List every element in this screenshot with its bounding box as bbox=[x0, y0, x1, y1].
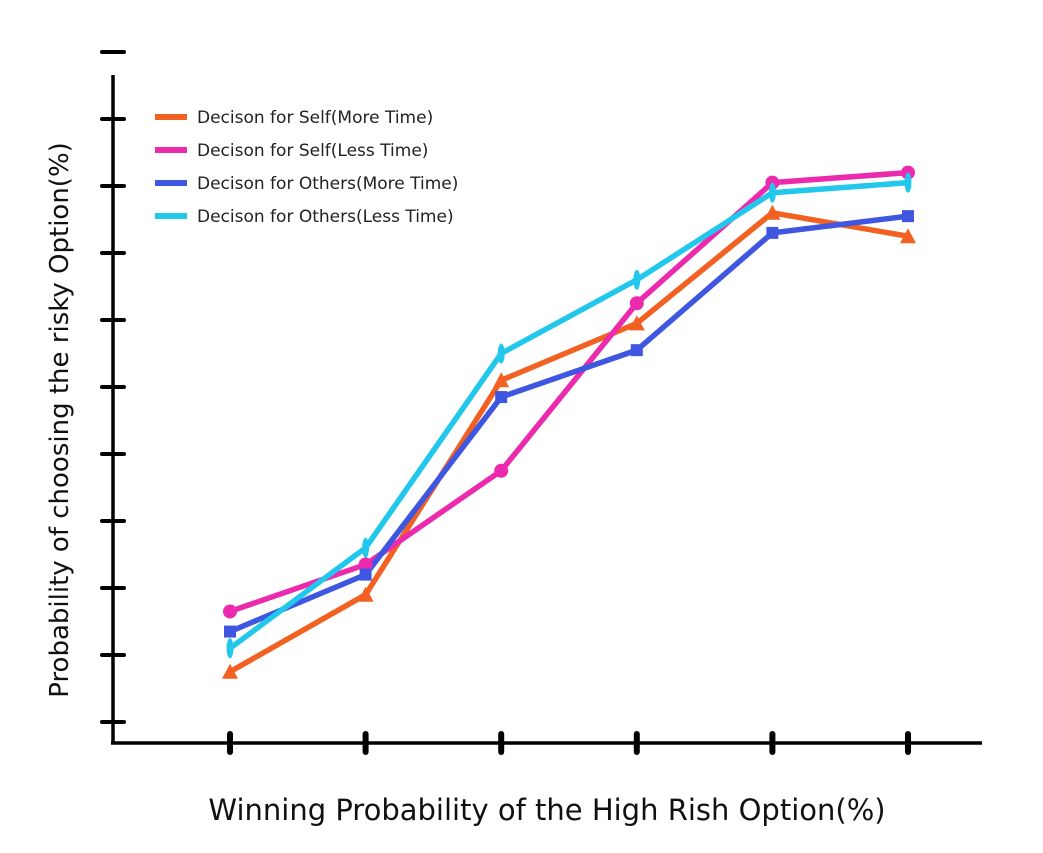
series-lines bbox=[227, 169, 911, 675]
legend-label: Decison for Self(More Time) bbox=[197, 108, 433, 128]
data-point-square bbox=[359, 568, 372, 581]
data-point-ellipse bbox=[633, 269, 641, 290]
data-point-circle bbox=[358, 557, 373, 572]
data-point-circle bbox=[901, 165, 915, 180]
data-point-ellipse bbox=[362, 537, 370, 558]
legend-label: Decison for Self(Less Time) bbox=[197, 141, 428, 161]
data-point-circle bbox=[765, 175, 780, 190]
y-axis-label: Probability of choosing the risky Option… bbox=[45, 142, 75, 698]
data-point-square bbox=[224, 625, 236, 638]
data-point-triangle bbox=[900, 228, 916, 244]
data-point-triangle bbox=[628, 315, 645, 331]
data-point-ellipse bbox=[226, 638, 234, 659]
data-point-square bbox=[630, 344, 643, 357]
data-point-triangle bbox=[222, 663, 238, 679]
data-point-triangle bbox=[764, 204, 781, 220]
data-point-triangle bbox=[493, 372, 510, 388]
series-line-1 bbox=[227, 210, 911, 675]
series-line-3 bbox=[227, 213, 911, 635]
data-point-ellipse bbox=[768, 182, 776, 203]
series-line-2 bbox=[227, 169, 911, 615]
data-point-triangle bbox=[357, 586, 374, 602]
x-axis-label: Winning Probability of the High Rish Opt… bbox=[208, 793, 885, 827]
legend-label: Decison for Others(Less Time) bbox=[197, 207, 454, 227]
data-point-square bbox=[766, 226, 779, 239]
data-point-ellipse bbox=[497, 343, 505, 364]
legend: Decison for Self(More Time) Decison for S… bbox=[155, 108, 458, 227]
data-point-circle bbox=[629, 296, 644, 311]
data-point-circle bbox=[223, 604, 237, 619]
data-point-square bbox=[902, 210, 914, 223]
data-point-ellipse bbox=[904, 172, 912, 193]
series-line-4 bbox=[227, 179, 911, 652]
legend-label: Decison for Others(More Time) bbox=[197, 174, 458, 194]
axes bbox=[100, 50, 982, 755]
series-markers bbox=[222, 165, 916, 679]
data-point-square bbox=[495, 391, 508, 404]
data-point-circle bbox=[494, 463, 509, 478]
